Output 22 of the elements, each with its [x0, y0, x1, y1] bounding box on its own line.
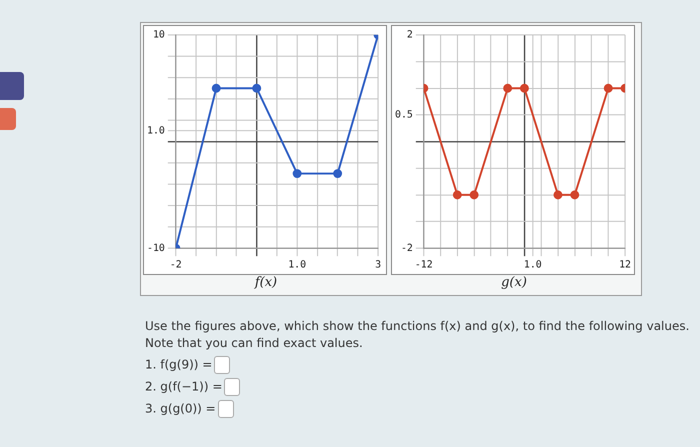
y-tick-label: 10 [152, 30, 165, 40]
text: 2. g(f(−1)) = [145, 378, 224, 396]
y-tick-label: -10 [146, 242, 165, 254]
text: Use the figures above, which show the functions f(x) and g(x), to find the following values. Note that you can find exact values. [145, 318, 690, 352]
x-tick-label: -12 [414, 260, 433, 271]
x-tick-label: 3 [375, 260, 382, 271]
point [212, 84, 221, 93]
x-axis-title: g(x) [500, 275, 528, 292]
y-tick-label: 2 [406, 30, 413, 40]
x-axis-title: f(x) [253, 275, 278, 292]
x-tick-label: 12 [619, 260, 632, 271]
y-tick-label: -2 [400, 242, 413, 254]
x-tick-label: 1.0 [288, 260, 306, 271]
point [252, 84, 262, 93]
point [292, 169, 302, 178]
point [333, 169, 342, 178]
y-tick-label: 1.0 [146, 125, 165, 136]
text: 3. g(g(0)) = [145, 400, 217, 418]
x-tick-label: 1.0 [524, 260, 542, 271]
x-tick-label: -2 [170, 260, 182, 271]
y-tick-label: 0.5 [394, 109, 413, 120]
text: 1. f(g(9)) = [145, 356, 214, 374]
